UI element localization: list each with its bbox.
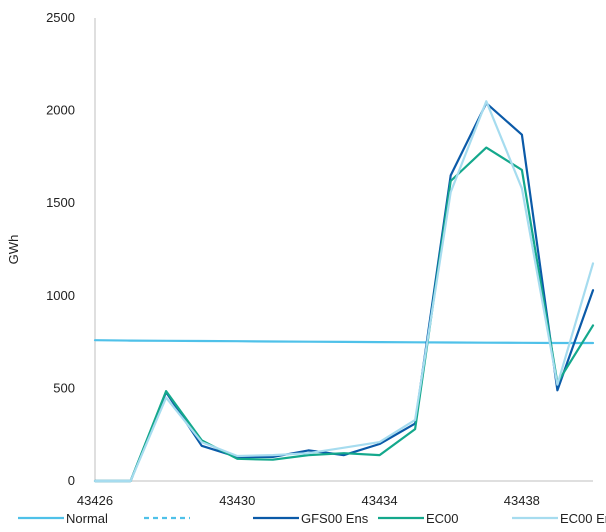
legend-label: EC00 Ens <box>560 511 606 526</box>
legend: Normal GFS00 Ens EC00 EC00 Ens <box>18 511 606 526</box>
y-tick-label: 500 <box>53 380 75 395</box>
y-tick-label: 0 <box>68 473 75 488</box>
x-tick-label: 43430 <box>219 493 255 508</box>
x-tick-label: 43438 <box>504 493 540 508</box>
y-axis-label: GWh <box>6 235 21 265</box>
series-line-ec00 <box>93 146 595 483</box>
legend-label: GFS00 Ens <box>301 511 369 526</box>
legend-label: EC00 <box>426 511 459 526</box>
y-tick-label: 1000 <box>46 288 75 303</box>
y-tick-label: 2500 <box>46 10 75 25</box>
y-tick-label: 2000 <box>46 103 75 118</box>
series-line-gfs00-ens <box>93 102 595 483</box>
series-line-ec00-ens <box>93 100 595 483</box>
x-axis: 43426 43430 43434 43438 <box>77 480 593 508</box>
x-tick-label: 43426 <box>77 493 113 508</box>
series-lines <box>93 100 595 483</box>
y-tick-label: 1500 <box>46 195 75 210</box>
series-line-normal <box>93 339 595 345</box>
legend-label: Normal <box>66 511 108 526</box>
y-axis: 0 500 1000 1500 2000 2500 <box>46 10 96 488</box>
x-tick-label: 43434 <box>361 493 397 508</box>
